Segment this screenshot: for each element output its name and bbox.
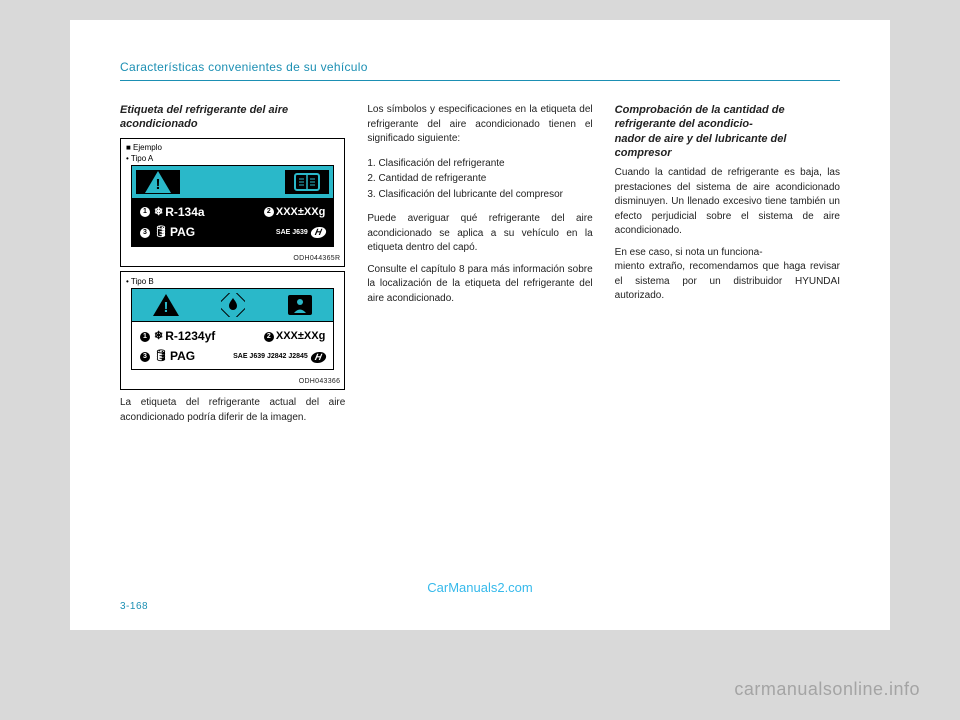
lubricant-name-a: PAG [170,224,195,241]
header-rule [120,80,840,81]
quantity-a: XXX±XXg [276,205,325,221]
column-1: Etiqueta del refrigerante del aire acond… [120,103,345,432]
col1-heading: Etiqueta del refrigerante del aire acond… [120,103,345,132]
col3-p1: Cuando la cantidad de refrigerante es ba… [615,166,840,239]
warning-icon: ! [136,170,180,194]
refrigerant-row-a: 1 ❄ R-134a 2 XXX±XXg [140,204,325,221]
col3-p2: En ese caso, si nota un funciona- miento… [615,246,840,304]
person-icon [266,289,333,321]
col2-intro: Los símbolos y especificaciones en la et… [367,103,592,147]
badge-3: 3 [140,228,150,238]
section-header: Características convenientes de su vehíc… [120,60,840,80]
label-bottom-a: 1 ❄ R-134a 2 XXX±XXg 3 🛢 PAG SA [132,198,333,246]
content-columns: Etiqueta del refrigerante del aire acond… [120,103,840,432]
figure-code-a: ODH044365R [121,253,344,266]
lubricant-name-b: PAG [170,348,195,365]
figure-caption: La etiqueta del refrigerante actual del … [120,396,345,425]
list-item: 2. Cantidad de refrigerante [367,172,592,187]
oil-can-icon: 🛢 [154,225,168,241]
column-3: Comprobación de la cantidad de refrigera… [615,103,840,432]
list-item: 1. Clasificación del refrigerante [367,157,592,172]
refrigerant-row-b: 1 ❄ R-1234yf 2 XXX±XXg [140,328,325,345]
warning-icon: ! [132,289,199,321]
label-box-a: ! 1 ❄ R-134a 2 [131,165,334,247]
svg-text:!: ! [163,299,168,316]
lubricant-row-b: 3 🛢 PAG SAE J639 J2842 J2845 H [140,348,325,365]
svg-text:!: ! [156,176,161,193]
flammable-icon [199,289,266,321]
col3-heading: Comprobación de la cantidad de refrigera… [615,103,840,160]
refrigerant-name-b: R-1234yf [165,328,215,345]
watermark-bottom: carmanualsonline.info [734,679,920,700]
snowflake-icon: ❄ [154,329,163,345]
quantity-b: XXX±XXg [276,329,325,345]
snowflake-icon: ❄ [154,205,163,221]
label-top-b: ! [132,289,333,321]
label-bottom-b: 1 ❄ R-1234yf 2 XXX±XXg 3 🛢 PAG [132,321,333,369]
spec-list: 1. Clasificación del refrigerante 2. Can… [367,157,592,203]
lubricant-row-a: 3 🛢 PAG SAE J639 H [140,224,325,241]
badge-1: 1 [140,332,150,342]
badge-2: 2 [264,332,274,342]
figure-code-b: ODH043366 [121,376,344,389]
list-item: 3. Clasificación del lubricante del comp… [367,188,592,203]
col2-p3: Consulte el capítulo 8 para más informac… [367,263,592,307]
col2-p2: Puede averiguar qué refrigerante del air… [367,212,592,256]
badge-2: 2 [264,207,274,217]
tipo-a-label: • Tipo A [126,153,153,165]
tipo-b-label: • Tipo B [126,276,154,288]
watermark-center: CarManuals2.com [427,580,533,595]
badge-3: 3 [140,352,150,362]
spacer [184,166,281,198]
page-number: 3-168 [120,601,148,612]
refrigerant-label-figure-b: • Tipo B ! [120,271,345,390]
hyundai-logo-icon: H [310,227,327,238]
manual-page: Características convenientes de su vehíc… [70,20,890,630]
sae-code-a: SAE J639 [276,228,308,238]
oil-can-icon: 🛢 [154,349,168,365]
badge-1: 1 [140,207,150,217]
label-box-b: ! 1 ❄ R-1234yf [131,288,334,370]
ejemplo-label: ■ Ejemplo [126,142,162,154]
label-top-a: ! [132,166,333,198]
refrigerant-name-a: R-134a [165,204,204,221]
refrigerant-label-figure-a: ■ Ejemplo • Tipo A ! 1 [120,138,345,267]
sae-code-b: SAE J639 J2842 J2845 [233,352,308,362]
column-2: Los símbolos y especificaciones en la et… [367,103,592,432]
hyundai-logo-icon: H [310,352,327,363]
manual-icon [285,170,329,194]
